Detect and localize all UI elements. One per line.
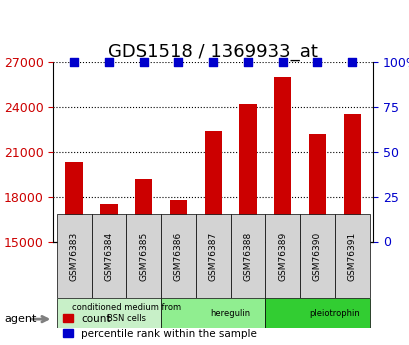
Point (279, 59, 285, 65)
FancyBboxPatch shape (56, 214, 91, 298)
FancyBboxPatch shape (230, 214, 265, 298)
Text: heregulin: heregulin (210, 308, 250, 318)
FancyBboxPatch shape (161, 298, 265, 328)
Point (106, 59, 112, 65)
Text: GSM76384: GSM76384 (104, 231, 113, 281)
Point (313, 59, 320, 65)
Point (244, 59, 251, 65)
FancyBboxPatch shape (56, 298, 161, 328)
Text: GSM76389: GSM76389 (278, 231, 287, 281)
FancyBboxPatch shape (265, 298, 369, 328)
FancyBboxPatch shape (126, 214, 161, 298)
Legend: count, percentile rank within the sample: count, percentile rank within the sample (58, 310, 261, 343)
Bar (343, 115, 360, 242)
Text: GSM76390: GSM76390 (312, 231, 321, 281)
FancyBboxPatch shape (196, 214, 230, 298)
Text: GSM76387: GSM76387 (208, 231, 217, 281)
Text: GSM76383: GSM76383 (70, 231, 79, 281)
Text: GSM76386: GSM76386 (173, 231, 182, 281)
Point (71, 59, 77, 65)
Bar (65, 162, 83, 241)
Text: agent: agent (4, 314, 36, 324)
FancyBboxPatch shape (91, 214, 126, 298)
FancyBboxPatch shape (265, 214, 299, 298)
Text: GSM76385: GSM76385 (139, 231, 148, 281)
Bar (135, 179, 152, 242)
Bar (204, 131, 221, 242)
Title: GDS1518 / 1369933_at: GDS1518 / 1369933_at (108, 43, 317, 61)
Text: conditioned medium from
BSN cells: conditioned medium from BSN cells (72, 303, 180, 323)
Text: GSM76388: GSM76388 (243, 231, 252, 281)
FancyBboxPatch shape (299, 214, 334, 298)
Text: pleiotrophin: pleiotrophin (309, 308, 360, 318)
Point (140, 59, 146, 65)
Point (348, 59, 355, 65)
FancyBboxPatch shape (334, 214, 369, 298)
Point (175, 59, 181, 65)
Bar (308, 134, 326, 242)
Bar (100, 204, 117, 241)
Bar (169, 200, 187, 242)
Point (209, 59, 216, 65)
Text: GSM76391: GSM76391 (347, 231, 356, 281)
Bar (273, 77, 291, 242)
Bar (239, 104, 256, 242)
FancyBboxPatch shape (161, 214, 196, 298)
